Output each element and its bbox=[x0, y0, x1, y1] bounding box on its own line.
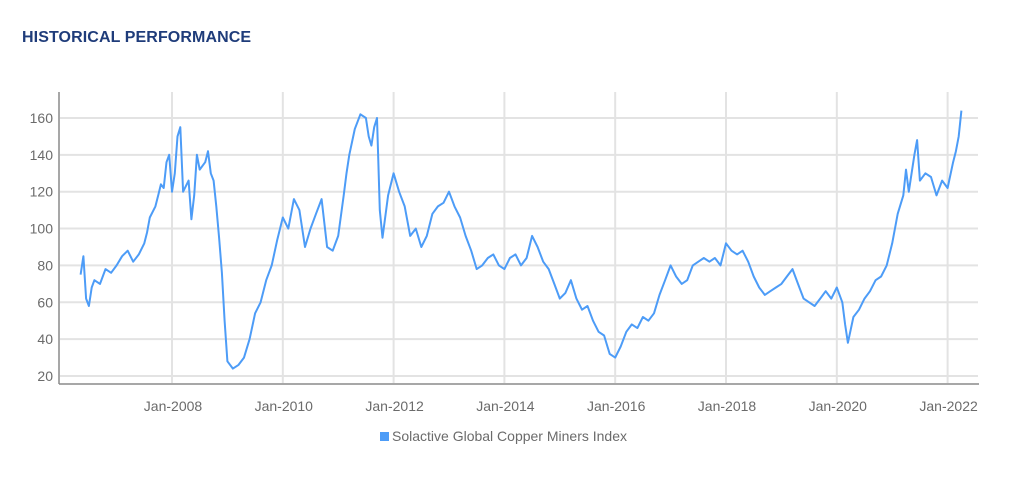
y-tick-label: 120 bbox=[30, 184, 54, 200]
square-legend-swatch-icon bbox=[380, 431, 389, 441]
x-tick-label: Jan-2022 bbox=[919, 398, 978, 414]
x-tick-label: Jan-2018 bbox=[698, 398, 757, 414]
x-tick-label: Jan-2020 bbox=[809, 398, 868, 414]
y-axis-ticks: 20 40 60 80 100 120 140 160 bbox=[30, 110, 54, 384]
y-tick-label: 60 bbox=[37, 294, 53, 310]
x-tick-label: Jan-2016 bbox=[587, 398, 646, 414]
x-axis-ticks: Jan-2008 Jan-2010 Jan-2012 Jan-2014 Jan-2016… bbox=[144, 398, 978, 414]
legend-label: Solactive Global Copper Miners Index bbox=[392, 428, 628, 444]
x-tick-label: Jan-2012 bbox=[365, 398, 424, 414]
series-line-copper-miners bbox=[79, 110, 963, 370]
page-title: HISTORICAL PERFORMANCE bbox=[22, 29, 252, 46]
chart-legend: Solactive Global Copper Miners Index bbox=[380, 428, 627, 444]
y-tick-label: 40 bbox=[37, 331, 53, 347]
y-tick-label: 100 bbox=[30, 221, 54, 237]
y-tick-label: 80 bbox=[37, 257, 53, 273]
x-tick-label: Jan-2008 bbox=[144, 398, 203, 414]
y-tick-label: 160 bbox=[30, 110, 54, 126]
y-tick-label: 140 bbox=[30, 147, 54, 163]
x-tick-label: Jan-2014 bbox=[476, 398, 535, 414]
y-tick-label: 20 bbox=[37, 368, 53, 384]
x-tick-label: Jan-2010 bbox=[255, 398, 314, 414]
gridlines bbox=[60, 92, 978, 383]
